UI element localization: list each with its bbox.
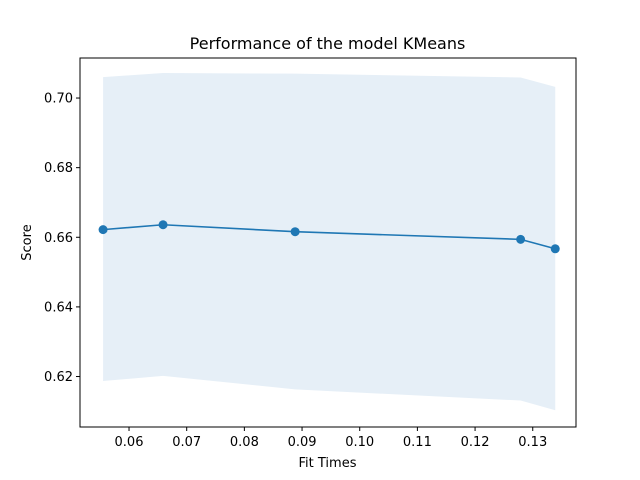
chart-title: Performance of the model KMeans bbox=[190, 34, 466, 53]
x-axis-ticks: 0.06 0.07 0.08 0.09 0.10 0.11 0.12 0.13 bbox=[115, 427, 547, 450]
y-tick-label: 0.62 bbox=[44, 370, 73, 385]
x-tick-label: 0.13 bbox=[518, 435, 547, 450]
confidence-band-layer bbox=[103, 72, 556, 411]
y-tick-label: 0.70 bbox=[44, 92, 73, 107]
y-tick-label: 0.64 bbox=[44, 300, 73, 315]
data-point bbox=[290, 227, 300, 237]
x-tick-label: 0.07 bbox=[172, 435, 201, 450]
x-axis-label: Fit Times bbox=[299, 456, 357, 471]
y-tick-label: 0.68 bbox=[44, 161, 73, 176]
x-tick-label: 0.08 bbox=[230, 435, 259, 450]
data-point bbox=[516, 234, 526, 244]
data-point bbox=[98, 225, 108, 235]
plot-frame bbox=[79, 57, 577, 428]
data-points-layer bbox=[98, 220, 560, 254]
data-point bbox=[550, 244, 560, 254]
x-tick-label: 0.09 bbox=[288, 435, 317, 450]
y-axis-ticks: 0.62 0.64 0.66 0.68 0.70 bbox=[44, 92, 80, 385]
data-point bbox=[158, 220, 168, 230]
confidence-band bbox=[103, 72, 556, 411]
x-tick-label: 0.11 bbox=[403, 435, 432, 450]
y-axis-label: Score bbox=[20, 224, 35, 260]
x-tick-label: 0.12 bbox=[461, 435, 490, 450]
x-tick-label: 0.06 bbox=[115, 435, 144, 450]
x-tick-label: 0.10 bbox=[345, 435, 374, 450]
y-tick-label: 0.66 bbox=[44, 231, 73, 246]
